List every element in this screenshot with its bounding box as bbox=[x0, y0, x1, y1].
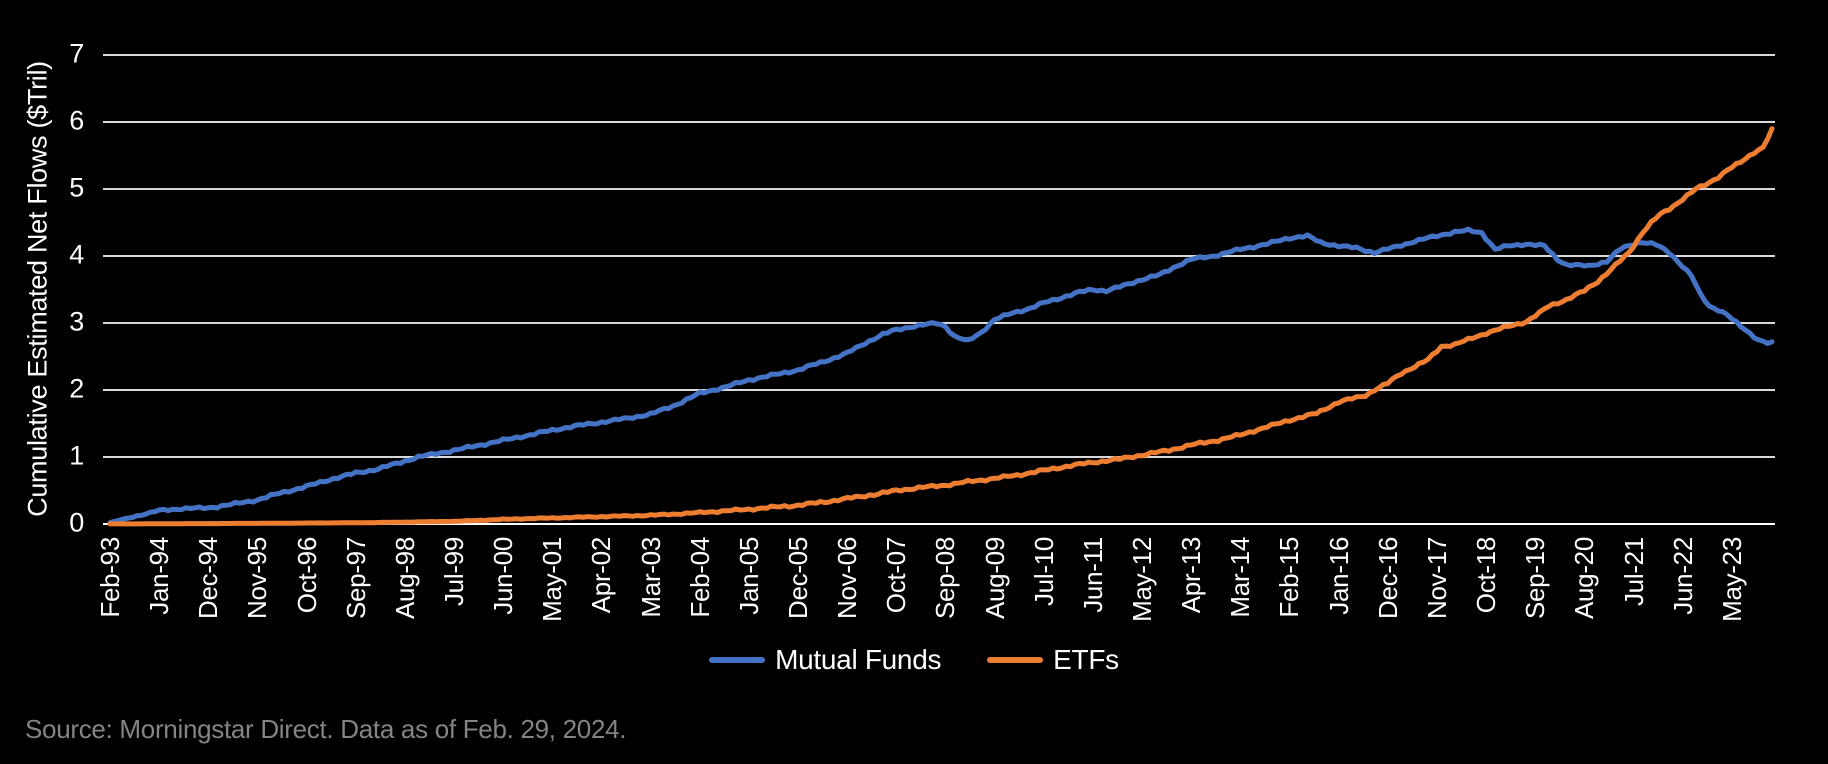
x-tick-label-jun-22: Jun-22 bbox=[1667, 537, 1698, 615]
x-tick-label-apr-02: Apr-02 bbox=[586, 537, 617, 614]
x-tick-label-jan-94: Jan-94 bbox=[144, 537, 175, 615]
x-tick-label-jan-16: Jan-16 bbox=[1323, 537, 1354, 615]
x-tick-label-oct-96: Oct-96 bbox=[291, 537, 322, 614]
x-tick-label-jun-11: Jun-11 bbox=[1077, 537, 1108, 613]
legend-label: Mutual Funds bbox=[775, 644, 942, 675]
x-tick-label-nov-95: Nov-95 bbox=[242, 537, 273, 620]
etfs-line bbox=[107, 126, 1775, 527]
x-tick-label-jul-21: Jul-21 bbox=[1618, 537, 1649, 607]
x-tick-label-mar-03: Mar-03 bbox=[635, 537, 666, 618]
x-tick-label-dec-05: Dec-05 bbox=[783, 537, 814, 620]
x-tick-label-may-01: May-01 bbox=[537, 537, 568, 622]
x-tick-label-may-23: May-23 bbox=[1716, 537, 1747, 622]
legend-item-etfs: ETFs bbox=[987, 644, 1119, 676]
x-tick-label-dec-16: Dec-16 bbox=[1372, 537, 1403, 620]
y-tick-label-3: 3 bbox=[69, 306, 84, 337]
x-tick-label-apr-13: Apr-13 bbox=[1176, 537, 1207, 614]
x-tick-label-feb-93: Feb-93 bbox=[95, 537, 125, 618]
x-tick-label-jul-10: Jul-10 bbox=[1028, 537, 1059, 607]
x-tick-label-jun-00: Jun-00 bbox=[488, 537, 519, 615]
legend-swatch-etfs bbox=[987, 657, 1044, 663]
x-tick-label-jul-99: Jul-99 bbox=[439, 537, 470, 607]
mutual-funds-line bbox=[107, 226, 1775, 526]
y-tick-label-6: 6 bbox=[69, 105, 84, 136]
y-tick-label-7: 7 bbox=[69, 38, 84, 69]
y-tick-label-2: 2 bbox=[69, 373, 84, 404]
y-tick-label-4: 4 bbox=[69, 239, 84, 270]
x-tick-label-nov-17: Nov-17 bbox=[1421, 537, 1452, 620]
legend-label: ETFs bbox=[1053, 644, 1119, 675]
y-tick-label-0: 0 bbox=[69, 507, 84, 538]
x-tick-label-feb-15: Feb-15 bbox=[1274, 537, 1305, 618]
x-tick-label-aug-09: Aug-09 bbox=[979, 537, 1010, 620]
x-tick-label-dec-94: Dec-94 bbox=[193, 537, 224, 620]
x-tick-label-mar-14: Mar-14 bbox=[1225, 537, 1256, 618]
x-tick-label-sep-97: Sep-97 bbox=[340, 537, 371, 620]
x-tick-label-sep-08: Sep-08 bbox=[930, 537, 961, 620]
x-tick-label-jan-05: Jan-05 bbox=[733, 537, 764, 615]
legend-item-mutual-funds: Mutual Funds bbox=[709, 644, 941, 676]
x-tick-label-nov-06: Nov-06 bbox=[832, 537, 863, 620]
x-tick-label-aug-98: Aug-98 bbox=[389, 537, 420, 620]
x-tick-label-may-12: May-12 bbox=[1127, 537, 1158, 622]
x-tick-label-oct-07: Oct-07 bbox=[881, 537, 912, 614]
x-tick-label-oct-18: Oct-18 bbox=[1471, 537, 1502, 614]
y-tick-label-5: 5 bbox=[69, 172, 84, 203]
x-tick-label-feb-04: Feb-04 bbox=[684, 537, 715, 618]
x-tick-label-sep-19: Sep-19 bbox=[1520, 537, 1551, 620]
legend-swatch-mutual-funds bbox=[709, 657, 766, 663]
legend: Mutual Funds ETFs bbox=[0, 644, 1828, 676]
source-text: Source: Morningstar Direct. Data as of F… bbox=[25, 714, 627, 744]
x-tick-label-aug-20: Aug-20 bbox=[1569, 537, 1600, 620]
y-tick-label-1: 1 bbox=[69, 440, 84, 471]
